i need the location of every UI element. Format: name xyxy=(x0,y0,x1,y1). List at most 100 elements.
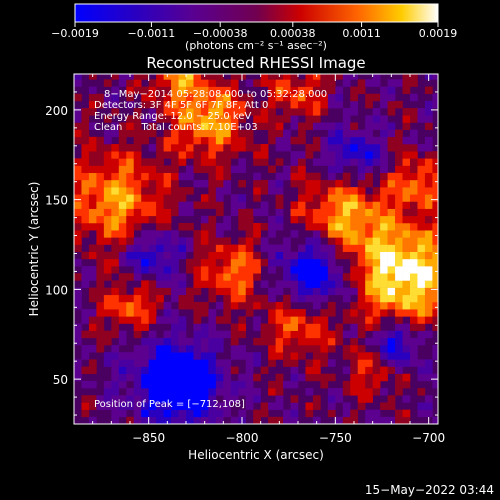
heatmap-cell xyxy=(111,416,120,424)
heatmap-cell xyxy=(260,402,269,410)
heatmap-cell xyxy=(312,122,321,130)
heatmap-cell xyxy=(327,280,336,288)
heatmap-cell xyxy=(380,237,388,245)
heatmap-cell xyxy=(424,215,433,224)
heatmap-cell xyxy=(88,416,97,424)
heatmap-cell xyxy=(320,359,329,367)
heatmap-cell xyxy=(88,208,97,217)
heatmap-cell xyxy=(126,158,135,166)
heatmap-cell xyxy=(141,100,149,109)
heatmap-cell xyxy=(320,108,329,116)
heatmap-cell xyxy=(148,280,157,288)
heatmap-cell xyxy=(424,222,433,231)
heatmap-cell xyxy=(208,172,217,181)
heatmap-cell xyxy=(283,323,291,331)
heatmap-cell xyxy=(208,416,217,424)
heatmap-cell xyxy=(171,337,179,346)
heatmap-cell xyxy=(342,273,351,281)
heatmap-cell xyxy=(111,366,120,375)
heatmap-cell xyxy=(111,395,120,403)
heatmap-cell xyxy=(141,136,149,145)
heatmap-cell xyxy=(432,222,438,231)
heatmap-cell xyxy=(350,287,359,296)
heatmap-cell xyxy=(402,151,411,159)
heatmap-cell xyxy=(365,93,373,102)
heatmap-cell xyxy=(432,287,438,296)
heatmap-cell xyxy=(380,144,388,152)
heatmap-cell xyxy=(335,93,344,102)
heatmap-cell xyxy=(200,416,209,424)
heatmap-cell xyxy=(275,352,284,360)
heatmap-cell xyxy=(178,100,187,109)
heatmap-cell xyxy=(268,251,276,260)
heatmap-cell xyxy=(133,416,142,424)
heatmap-cell xyxy=(290,115,299,123)
heatmap-cell xyxy=(320,309,329,317)
heatmap-cell xyxy=(350,93,359,102)
heatmap-cell xyxy=(410,108,418,116)
heatmap-cell xyxy=(298,108,306,116)
heatmap-cell xyxy=(424,309,433,317)
heatmap-cell xyxy=(223,115,232,123)
heatmap-cell xyxy=(133,323,142,331)
heatmap-cell xyxy=(148,330,157,339)
heatmap-cell xyxy=(126,172,135,181)
heatmap-cell xyxy=(156,172,164,181)
heatmap-cell xyxy=(200,108,209,116)
heatmap-cell xyxy=(96,266,105,274)
heatmap-cell xyxy=(312,373,321,382)
heatmap-cell xyxy=(171,144,179,152)
heatmap-cell xyxy=(215,287,224,296)
heatmap-cell xyxy=(103,194,112,202)
heatmap-cell xyxy=(417,280,426,288)
heatmap-cell xyxy=(81,395,90,403)
heatmap-cell xyxy=(156,237,164,245)
heatmap-cell xyxy=(118,187,127,195)
heatmap-cell xyxy=(350,323,359,331)
heatmap-cell xyxy=(387,352,396,360)
heatmap-cell xyxy=(410,93,418,102)
heatmap-cell xyxy=(186,345,194,353)
heatmap-cell xyxy=(365,144,373,152)
heatmap-cell xyxy=(417,201,426,209)
heatmap-cell xyxy=(223,388,232,396)
heatmap-cell xyxy=(410,345,418,353)
heatmap-cell xyxy=(118,366,127,375)
heatmap-cell xyxy=(200,273,209,281)
heatmap-cell xyxy=(298,122,306,130)
heatmap-cell xyxy=(432,416,438,424)
heatmap-cell xyxy=(402,416,411,424)
heatmap-cell xyxy=(238,129,247,138)
heatmap-cell xyxy=(327,208,336,217)
heatmap-cell xyxy=(395,330,403,339)
heatmap-cell xyxy=(372,316,381,324)
heatmap-cell xyxy=(186,93,194,102)
heatmap-cell xyxy=(81,187,90,195)
heatmap-cell xyxy=(350,309,359,317)
heatmap-cell xyxy=(380,187,388,195)
heatmap-cell xyxy=(126,359,135,367)
heatmap-cell xyxy=(283,74,291,80)
heatmap-cell xyxy=(171,330,179,339)
heatmap-cell xyxy=(238,115,247,123)
heatmap-cell xyxy=(342,416,351,424)
heatmap-cell xyxy=(298,345,306,353)
heatmap-cell xyxy=(380,136,388,145)
heatmap-cell xyxy=(372,215,381,224)
heatmap-cell xyxy=(163,222,172,231)
heatmap-cell xyxy=(380,201,388,209)
heatmap-cell xyxy=(312,345,321,353)
heatmap-cell xyxy=(283,100,291,109)
heatmap-cell xyxy=(88,287,97,296)
heatmap-cell xyxy=(268,74,276,80)
heatmap-cell xyxy=(312,230,321,238)
heatmap-cell xyxy=(74,366,82,375)
heatmap-cell xyxy=(372,237,381,245)
heatmap-cell xyxy=(387,129,396,138)
heatmap-cell xyxy=(230,79,239,87)
heatmap-cell xyxy=(118,301,127,310)
heatmap-cell xyxy=(133,108,142,116)
heatmap-cell xyxy=(365,122,373,130)
y-tick-label: 100 xyxy=(45,283,68,297)
heatmap-cell xyxy=(417,165,426,174)
